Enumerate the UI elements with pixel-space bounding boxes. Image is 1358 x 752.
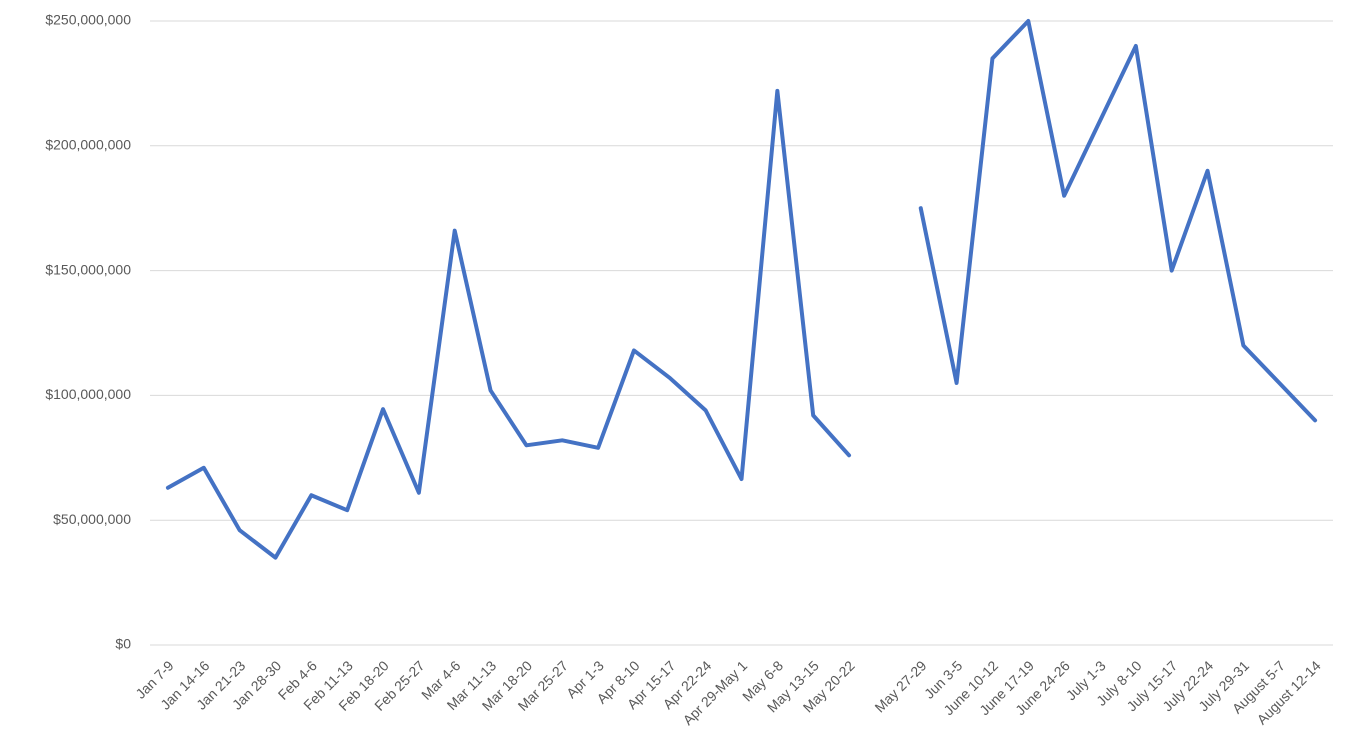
line <box>165 19 1318 560</box>
x-tick-label: May 27-29 <box>871 657 929 715</box>
y-tick-label: $250,000,000 <box>45 12 131 28</box>
y-tick-label: $0 <box>115 636 131 652</box>
y-tick-label: $50,000,000 <box>53 511 131 527</box>
y-tick-label: $150,000,000 <box>45 261 131 277</box>
y-tick-label: $100,000,000 <box>45 386 131 402</box>
y-tick-label: $200,000,000 <box>45 137 131 153</box>
